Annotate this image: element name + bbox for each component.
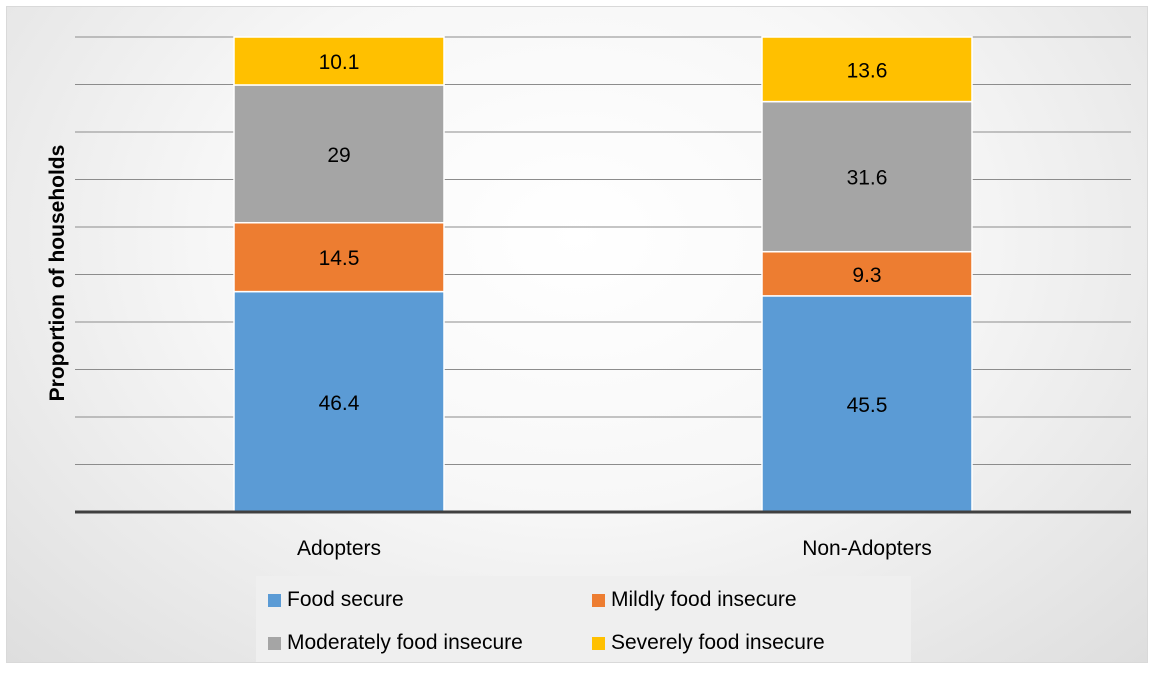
legend-swatch-mildly-food-insecure — [592, 593, 605, 607]
legend-swatch-severely-food-insecure — [592, 636, 605, 650]
legend-label-food-secure: Food secure — [287, 588, 404, 611]
data-label: 9.3 — [852, 264, 881, 287]
bar-severely-food-insecure-adopters — [233, 36, 445, 86]
legend-label-severely-food-insecure: Severely food insecure — [611, 631, 825, 654]
x-tick-label: Adopters — [297, 537, 381, 560]
legend-item-mildly-food-insecure: Mildly food insecure — [592, 588, 797, 612]
data-label: 45.5 — [847, 394, 888, 417]
legend-item-severely-food-insecure: Severely food insecure — [592, 631, 825, 655]
legend-label-mildly-food-insecure: Mildly food insecure — [611, 588, 797, 611]
bar-moderately-food-insecure-non-adopters — [761, 100, 973, 253]
bar-food-secure-adopters — [233, 290, 445, 513]
x-tick-label: Non-Adopters — [802, 537, 932, 560]
bar-food-secure-non-adopters — [761, 295, 973, 513]
legend-swatch-food-secure — [268, 593, 281, 607]
legend-item-food-secure: Food secure — [268, 588, 404, 612]
data-label: 14.5 — [319, 247, 360, 270]
data-label: 10.1 — [319, 51, 360, 74]
bar-severely-food-insecure-non-adopters — [761, 36, 973, 103]
data-label: 13.6 — [847, 59, 888, 82]
data-label: 31.6 — [847, 167, 888, 190]
y-axis-title: Proportion of households — [46, 144, 69, 402]
legend: Food secure Mildly food insecure Moderat… — [256, 576, 911, 662]
legend-swatch-moderately-food-insecure — [268, 636, 281, 650]
legend-item-moderately-food-insecure: Moderately food insecure — [268, 631, 523, 655]
bar-moderately-food-insecure-adopters — [233, 84, 445, 224]
data-label: 29 — [327, 144, 350, 167]
bar-mildly-food-insecure-non-adopters — [761, 250, 973, 297]
bar-mildly-food-insecure-adopters — [233, 221, 445, 293]
data-label: 46.4 — [319, 392, 360, 415]
legend-label-moderately-food-insecure: Moderately food insecure — [287, 631, 523, 654]
